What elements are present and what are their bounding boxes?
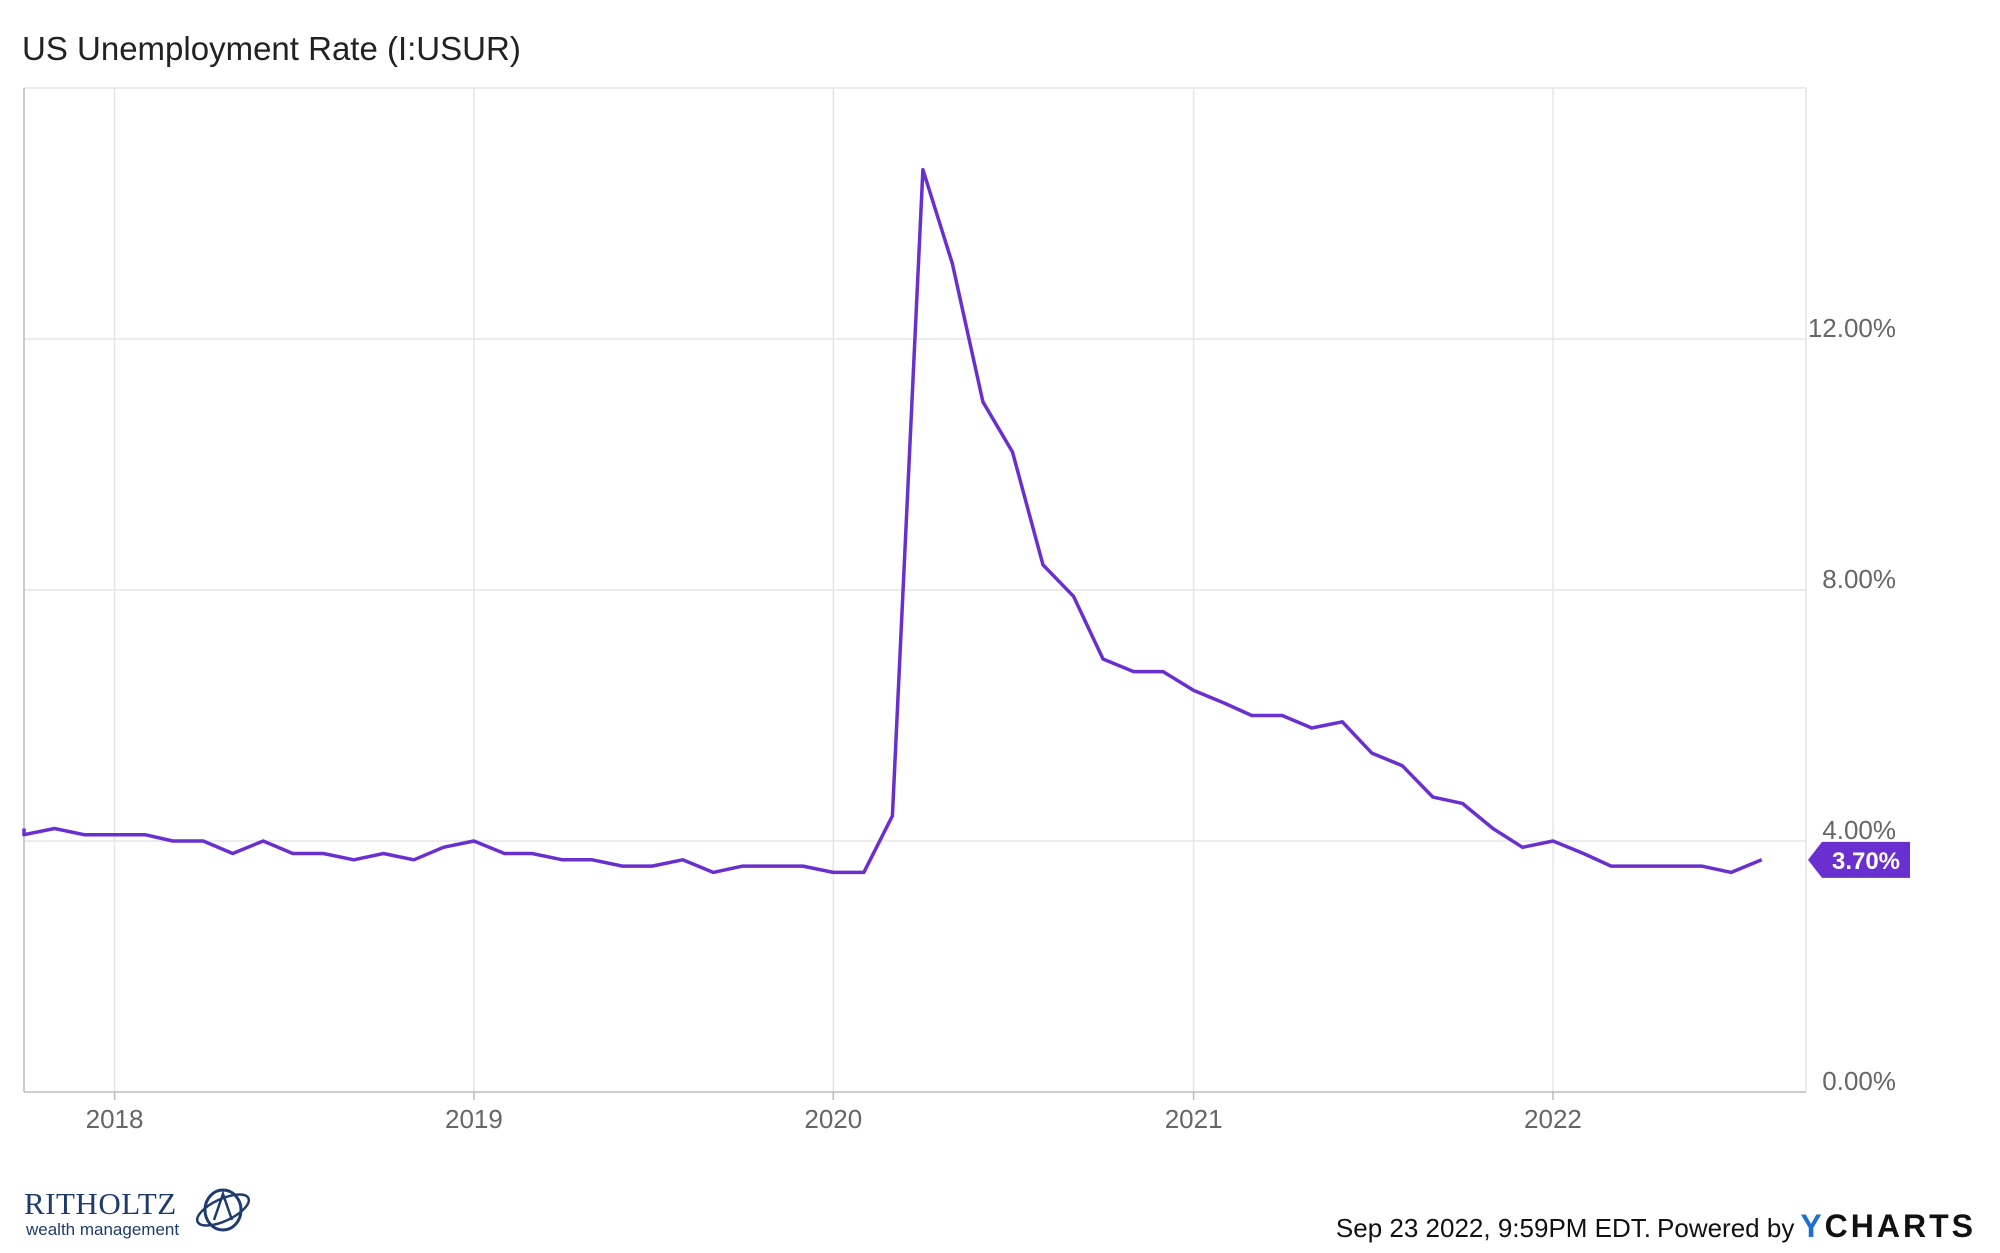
x-tick-label: 2018: [86, 1104, 144, 1134]
ycharts-logo[interactable]: YCHARTS: [1800, 1208, 1976, 1245]
y-tick-label: 0.00%: [1822, 1066, 1896, 1096]
x-tick-label: 2020: [804, 1104, 862, 1134]
footer-powered-by: Powered by: [1657, 1213, 1795, 1243]
series-lines: [22, 167, 1763, 875]
ycharts-logo-y: Y: [1800, 1208, 1825, 1244]
x-axis-ticks: 2018 2019 2020 2021 2022: [86, 1092, 1582, 1134]
chart-title: US Unemployment Rate (I:USUR): [22, 30, 521, 67]
line-chart: 0.00%4.00%8.00%12.00% 2018 2019 2020 2021 20…: [22, 87, 1910, 1134]
y-axis-ticks: 0.00% 4.00% 8.00% 12.00%: [1808, 313, 1896, 1096]
logo-name: RITHOLTZ: [24, 1186, 177, 1221]
globe-emblem-icon: [195, 1188, 251, 1232]
logo-subtitle: wealth management: [26, 1220, 180, 1239]
y-tick-label: 4.00%: [1822, 815, 1896, 845]
last-value-badge: 3.70%: [1808, 841, 1910, 878]
last-value-badge-shape: [1808, 841, 1910, 878]
x-tick-label: 2021: [1165, 1104, 1223, 1134]
ritholtz-logo: RITHOLTZ wealth management: [24, 1180, 254, 1240]
footer-attribution: Sep 23 2022, 9:59PM EDT. Powered by YCHA…: [1336, 1208, 1976, 1245]
footer-timestamp: Sep 23 2022, 9:59PM EDT.: [1335, 1213, 1652, 1243]
y-tick-label: 8.00%: [1822, 564, 1896, 594]
grid-lines: [24, 88, 1806, 1092]
y-tick-label: 12.00%: [1808, 313, 1896, 343]
series-line: [22, 167, 1763, 875]
x-tick-label: 2019: [445, 1104, 503, 1134]
last-value-label: 3.70%: [1832, 848, 1900, 875]
x-tick-label: 2022: [1524, 1104, 1582, 1134]
ycharts-logo-text: CHARTS: [1824, 1208, 1976, 1244]
plot-frame: [23, 87, 1807, 1093]
